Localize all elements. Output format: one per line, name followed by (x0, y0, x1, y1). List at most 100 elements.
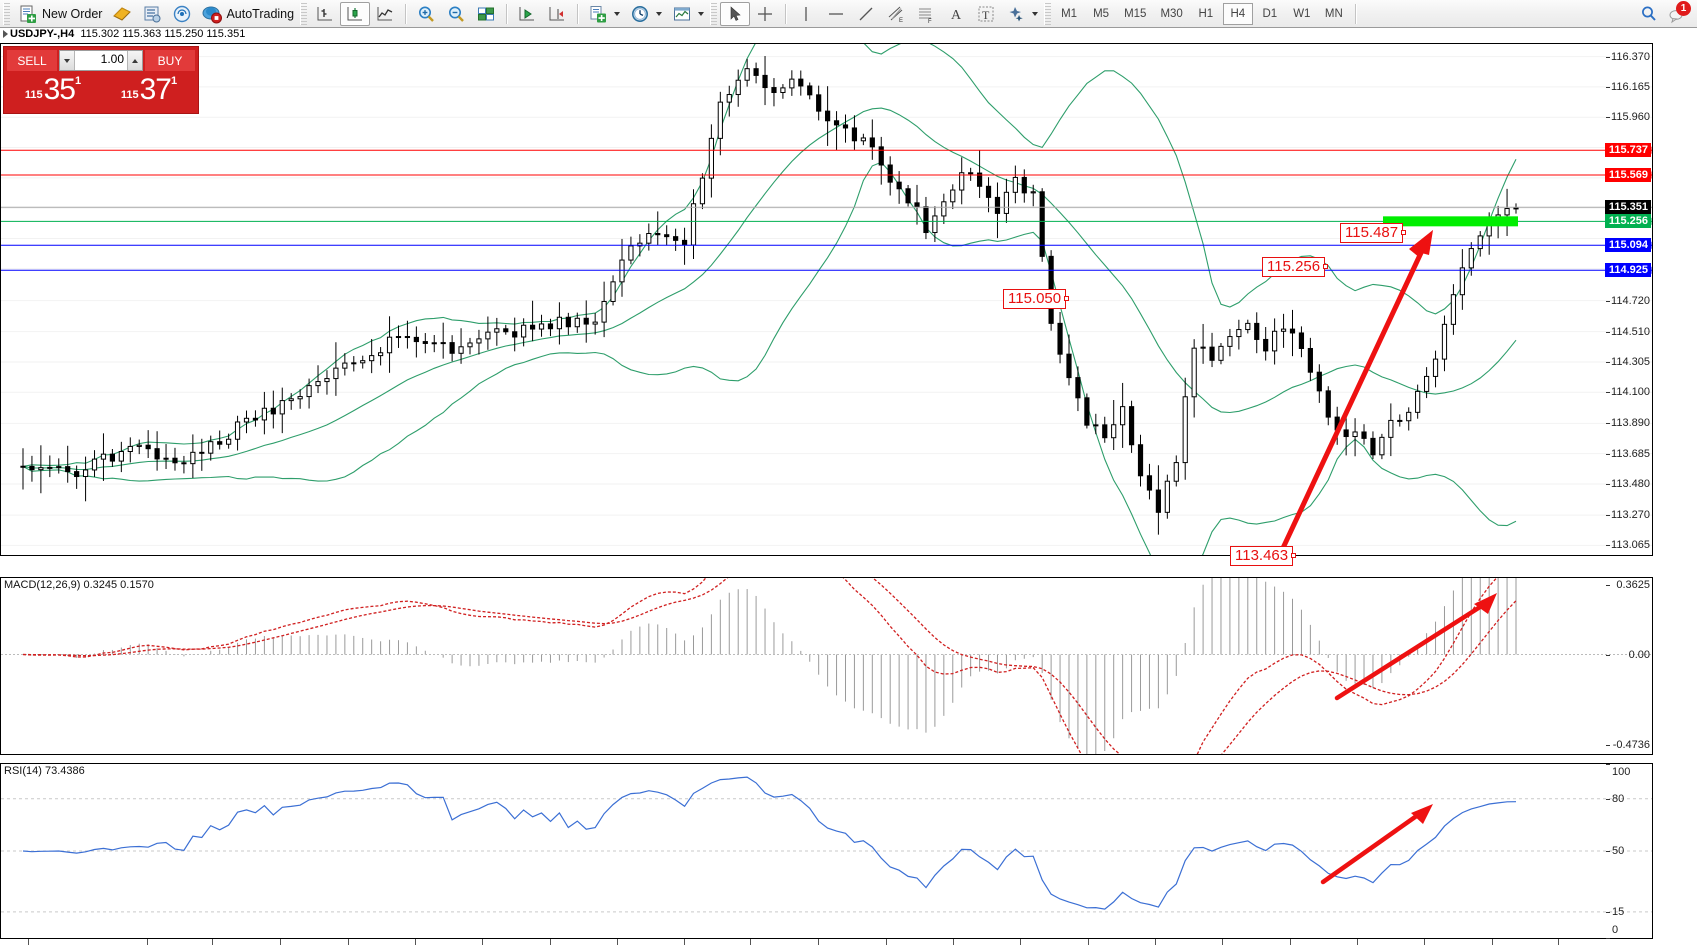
price-axis-tick (1606, 423, 1610, 425)
fibonacci-button[interactable]: F (911, 2, 941, 26)
notifications-icon[interactable]: 1 (1667, 0, 1691, 24)
volume-increase-button[interactable] (127, 51, 142, 70)
text-label-icon: A (946, 4, 966, 24)
trendline-button[interactable] (851, 2, 881, 26)
metaeditor-button[interactable] (137, 2, 167, 26)
timeframe-w1[interactable]: W1 (1293, 7, 1311, 20)
timeframe-grip[interactable] (1044, 2, 1052, 25)
line-chart-button[interactable] (370, 2, 400, 26)
tile-windows-button[interactable] (471, 2, 501, 26)
text-box-button[interactable]: T (971, 2, 1001, 26)
price-axis-tick (1606, 545, 1610, 547)
time-axis-tick (617, 939, 618, 945)
sell-price[interactable]: 115 35 1 (7, 73, 99, 108)
price-axis-tick (1606, 86, 1610, 88)
price-annotation[interactable]: 113.463 (1230, 546, 1297, 566)
volume-value[interactable]: 1.00 (100, 52, 124, 66)
indicators-button[interactable] (583, 2, 625, 26)
shapes-button[interactable] (1001, 2, 1043, 26)
timeframe-h4[interactable]: H4 (1222, 2, 1253, 25)
volume-decrease-button[interactable] (60, 51, 75, 70)
rsi-axis[interactable]: 100 80 50 15 0 (1606, 764, 1652, 939)
timeframe-h1[interactable]: H1 (1198, 7, 1214, 20)
shapes-dropdown-caret[interactable] (1032, 11, 1039, 16)
timeframe-mn[interactable]: MN (1324, 7, 1343, 20)
price-pane[interactable]: 116.370 116.165 115.960 114.720 114.510 114.3… (0, 43, 1653, 556)
equidistant-channel-icon: E (886, 4, 906, 24)
chart-area[interactable]: USDJPY-,H4 115.302 115.363 115.250 115.3… (0, 28, 1697, 946)
metaeditor-icon (142, 4, 162, 24)
templates-dropdown-caret[interactable] (698, 11, 705, 16)
price-annotation[interactable]: 115.487 (1340, 223, 1407, 243)
buy-price-sup: 1 (171, 75, 178, 87)
price-pill-support-line[interactable]: 115.094 (1604, 238, 1651, 253)
price-annotation[interactable]: 115.256 (1262, 257, 1329, 277)
time-axis-tick (1088, 939, 1089, 945)
annotation-anchor (1401, 230, 1407, 235)
bar-chart-button[interactable] (310, 2, 340, 26)
candlestick-chart-button[interactable] (340, 1, 371, 26)
price-annotation[interactable]: 115.050 (1003, 289, 1070, 309)
price-axis-label: 113.270 (1611, 509, 1650, 522)
zoom-out-button[interactable] (441, 2, 471, 26)
text-label-button[interactable]: A (941, 2, 971, 26)
signals-button[interactable] (167, 2, 197, 26)
volume-field[interactable]: 1.00 (59, 50, 143, 71)
buy-price[interactable]: 115 37 1 (103, 73, 195, 108)
timeframe-d1[interactable]: D1 (1262, 7, 1278, 20)
timeframe-m5[interactable]: M5 (1093, 7, 1110, 20)
toolbar-grip[interactable] (3, 2, 10, 25)
timeframe-group: M1 M5 M15 M30 H1 H4 D1 W1 MN (1054, 2, 1349, 25)
vertical-line-button[interactable] (791, 2, 821, 26)
timeframe-m1[interactable]: M1 (1061, 7, 1078, 20)
templates-button[interactable] (667, 2, 709, 26)
timeframe-m30[interactable]: M30 (1160, 7, 1183, 20)
one-click-trading-panel[interactable]: SELL 1.00 BUY 115 35 1 115 37 1 (3, 46, 199, 114)
price-axis-tick (1606, 361, 1610, 363)
autotrading-button[interactable]: AutoTrading (197, 2, 299, 26)
new-order-button[interactable]: New Order (13, 2, 107, 26)
drawing-tools-grip[interactable] (710, 2, 718, 25)
price-pill-current-price[interactable]: 115.351 (1604, 200, 1651, 215)
periods-button[interactable] (625, 2, 667, 26)
equidistant-channel-button[interactable]: E (881, 2, 911, 26)
symbol-expand-icon[interactable] (3, 30, 8, 39)
data-window-button[interactable] (107, 2, 137, 26)
chart-type-grip[interactable] (300, 2, 308, 25)
search-icon[interactable] (1639, 4, 1659, 24)
crosshair-button[interactable] (750, 2, 780, 26)
time-axis-tick (482, 939, 483, 945)
price-pill-resistance-line[interactable]: 115.569 (1604, 168, 1651, 183)
price-pill-entry-line[interactable]: 115.256 (1604, 214, 1651, 229)
rsi-pane[interactable]: RSI(14) 73.4386 100 80 50 15 0 (0, 763, 1653, 939)
scroll-end-icon (517, 4, 537, 24)
price-pill-support-line[interactable]: 114.925 (1604, 263, 1651, 278)
price-axis[interactable]: 116.370 116.165 115.960 114.720 114.510 114.3… (1604, 44, 1652, 555)
periods-icon (630, 4, 650, 24)
macd-axis-tick (1606, 585, 1610, 587)
price-pill-resistance-line[interactable]: 115.737 (1604, 143, 1651, 158)
scroll-to-end-button[interactable] (512, 2, 542, 26)
macd-pane[interactable]: MACD(12,26,9) 0.3245 0.1570 0.3625 0.00 -0… (0, 577, 1653, 755)
autotrading-icon (202, 4, 223, 24)
ohlc-open: 115.302 (80, 28, 120, 40)
buy-button[interactable]: BUY (145, 50, 195, 71)
cursor-button[interactable] (720, 1, 751, 26)
candlestick-icon (345, 4, 365, 24)
indicators-dropdown-caret[interactable] (614, 11, 621, 16)
horizontal-line-button[interactable] (821, 2, 851, 26)
rsi-axis-label: 15 (1612, 905, 1625, 918)
sell-button[interactable]: SELL (7, 50, 57, 71)
shapes-icon (1006, 4, 1026, 24)
macd-axis[interactable]: 0.3625 0.00 -0.4736 (1606, 578, 1652, 754)
zoom-in-button[interactable] (411, 2, 441, 26)
price-axis-tick (1606, 331, 1610, 333)
price-axis-label: 115.960 (1611, 111, 1650, 124)
timeframe-m15[interactable]: M15 (1124, 7, 1147, 20)
time-axis-tick (818, 939, 819, 945)
periods-dropdown-caret[interactable] (656, 11, 663, 16)
bar-chart-icon (315, 4, 335, 24)
price-axis-label: 113.685 (1611, 447, 1650, 460)
cursor-icon (725, 4, 745, 24)
chart-shift-button[interactable] (542, 2, 572, 26)
